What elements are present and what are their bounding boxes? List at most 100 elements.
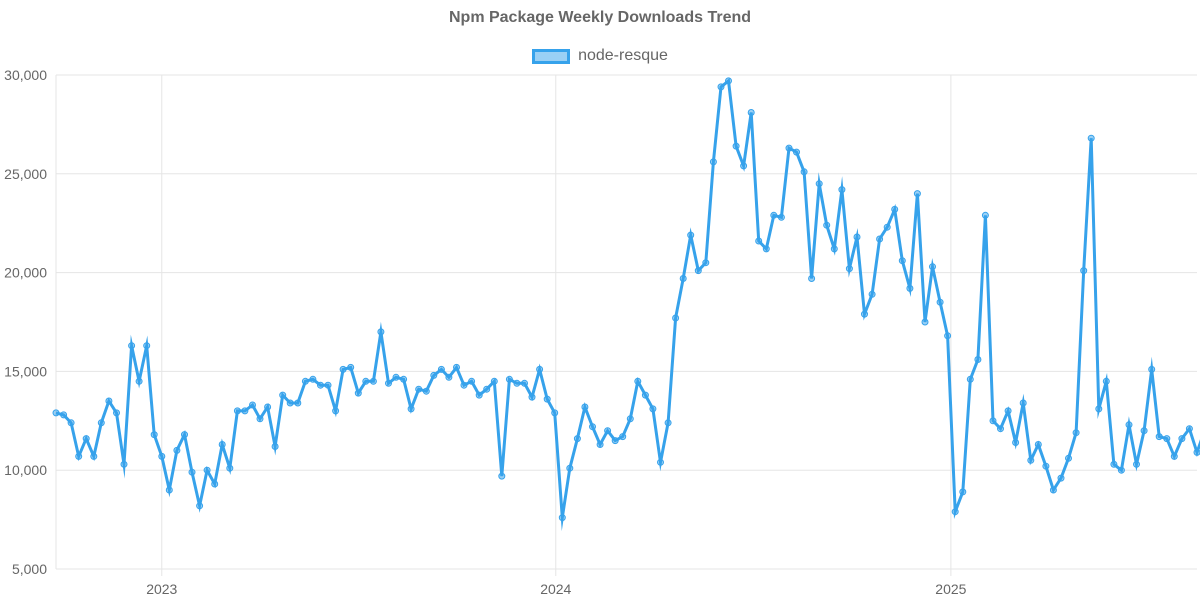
data-point[interactable]: [1057, 474, 1065, 482]
data-point[interactable]: [1185, 425, 1193, 433]
data-point[interactable]: [921, 318, 929, 326]
data-point[interactable]: [1042, 462, 1050, 470]
data-point[interactable]: [135, 377, 143, 385]
data-point[interactable]: [845, 265, 853, 273]
data-point[interactable]: [407, 405, 415, 413]
data-point[interactable]: [1133, 460, 1140, 468]
data-point[interactable]: [543, 395, 551, 403]
data-point[interactable]: [966, 375, 974, 383]
data-point[interactable]: [483, 385, 491, 393]
data-point[interactable]: [128, 342, 136, 350]
data-point[interactable]: [709, 158, 717, 166]
data-point[interactable]: [460, 381, 468, 389]
data-point[interactable]: [868, 290, 876, 298]
data-point[interactable]: [936, 298, 944, 306]
data-point[interactable]: [573, 435, 581, 443]
data-point[interactable]: [589, 423, 596, 431]
data-point[interactable]: [521, 379, 528, 387]
data-point[interactable]: [475, 391, 483, 399]
data-point[interactable]: [1012, 439, 1020, 446]
data-point[interactable]: [430, 371, 438, 379]
data-point[interactable]: [158, 452, 166, 460]
data-point[interactable]: [913, 190, 921, 198]
data-point[interactable]: [188, 468, 196, 476]
data-point[interactable]: [1034, 441, 1042, 448]
data-point[interactable]: [1170, 452, 1178, 460]
data-point[interactable]: [317, 381, 324, 389]
data-point[interactable]: [755, 237, 763, 245]
data-point[interactable]: [1027, 456, 1035, 464]
data-point[interactable]: [581, 403, 589, 411]
data-point[interactable]: [770, 211, 778, 219]
data-point[interactable]: [347, 363, 355, 371]
data-point[interactable]: [362, 377, 370, 385]
data-point[interactable]: [777, 213, 785, 221]
data-point[interactable]: [815, 180, 823, 188]
data-point[interactable]: [82, 435, 90, 443]
data-point[interactable]: [1117, 466, 1125, 474]
data-point[interactable]: [641, 391, 649, 399]
data-point[interactable]: [732, 142, 740, 150]
data-point[interactable]: [385, 379, 392, 387]
data-point[interactable]: [1087, 134, 1095, 142]
data-point[interactable]: [113, 409, 120, 417]
data-point[interactable]: [354, 389, 362, 397]
data-point[interactable]: [90, 452, 98, 460]
data-point[interactable]: [1080, 267, 1088, 275]
data-point[interactable]: [717, 83, 725, 91]
data-point[interactable]: [536, 365, 544, 373]
data-point[interactable]: [959, 488, 967, 496]
data-point[interactable]: [747, 109, 755, 116]
data-point[interactable]: [422, 387, 430, 395]
data-point[interactable]: [241, 407, 249, 415]
data-point[interactable]: [97, 419, 105, 427]
data-point[interactable]: [105, 397, 113, 405]
data-point[interactable]: [505, 375, 513, 383]
data-point[interactable]: [838, 186, 846, 194]
data-point[interactable]: [929, 263, 936, 271]
data-point[interactable]: [687, 231, 695, 239]
data-point[interactable]: [301, 377, 309, 385]
data-point[interactable]: [649, 405, 657, 413]
data-point[interactable]: [634, 377, 642, 385]
data-point[interactable]: [694, 267, 702, 275]
data-point[interactable]: [52, 409, 60, 417]
data-point[interactable]: [249, 401, 256, 409]
data-point[interactable]: [120, 460, 128, 468]
data-point[interactable]: [808, 275, 816, 282]
data-point[interactable]: [793, 148, 800, 156]
data-point[interactable]: [67, 419, 75, 427]
data-point[interactable]: [611, 437, 619, 445]
data-point[interactable]: [997, 425, 1004, 433]
data-point[interactable]: [626, 415, 634, 423]
data-point[interactable]: [1065, 454, 1072, 462]
data-point[interactable]: [150, 431, 158, 439]
data-point[interactable]: [672, 314, 680, 322]
data-point[interactable]: [173, 446, 181, 454]
data-point[interactable]: [853, 233, 861, 241]
data-point[interactable]: [951, 508, 959, 516]
data-point[interactable]: [233, 407, 241, 415]
data-point[interactable]: [437, 365, 445, 373]
data-point[interactable]: [1178, 435, 1186, 443]
data-point[interactable]: [400, 375, 408, 383]
data-point[interactable]: [279, 391, 287, 399]
data-point[interactable]: [740, 162, 748, 170]
data-point[interactable]: [490, 377, 498, 385]
data-point[interactable]: [596, 441, 604, 448]
data-point[interactable]: [861, 310, 868, 318]
data-point[interactable]: [1095, 405, 1103, 413]
data-point[interactable]: [981, 211, 989, 219]
data-point[interactable]: [324, 381, 332, 389]
data-point[interactable]: [725, 77, 732, 85]
data-point[interactable]: [785, 144, 793, 152]
data-point[interactable]: [196, 502, 204, 510]
data-point[interactable]: [762, 245, 770, 253]
data-point[interactable]: [339, 365, 347, 373]
data-point[interactable]: [1155, 433, 1163, 441]
data-point[interactable]: [181, 431, 188, 439]
data-point[interactable]: [332, 407, 340, 415]
data-point[interactable]: [883, 223, 891, 231]
data-point[interactable]: [218, 441, 226, 448]
data-point[interactable]: [256, 415, 264, 423]
